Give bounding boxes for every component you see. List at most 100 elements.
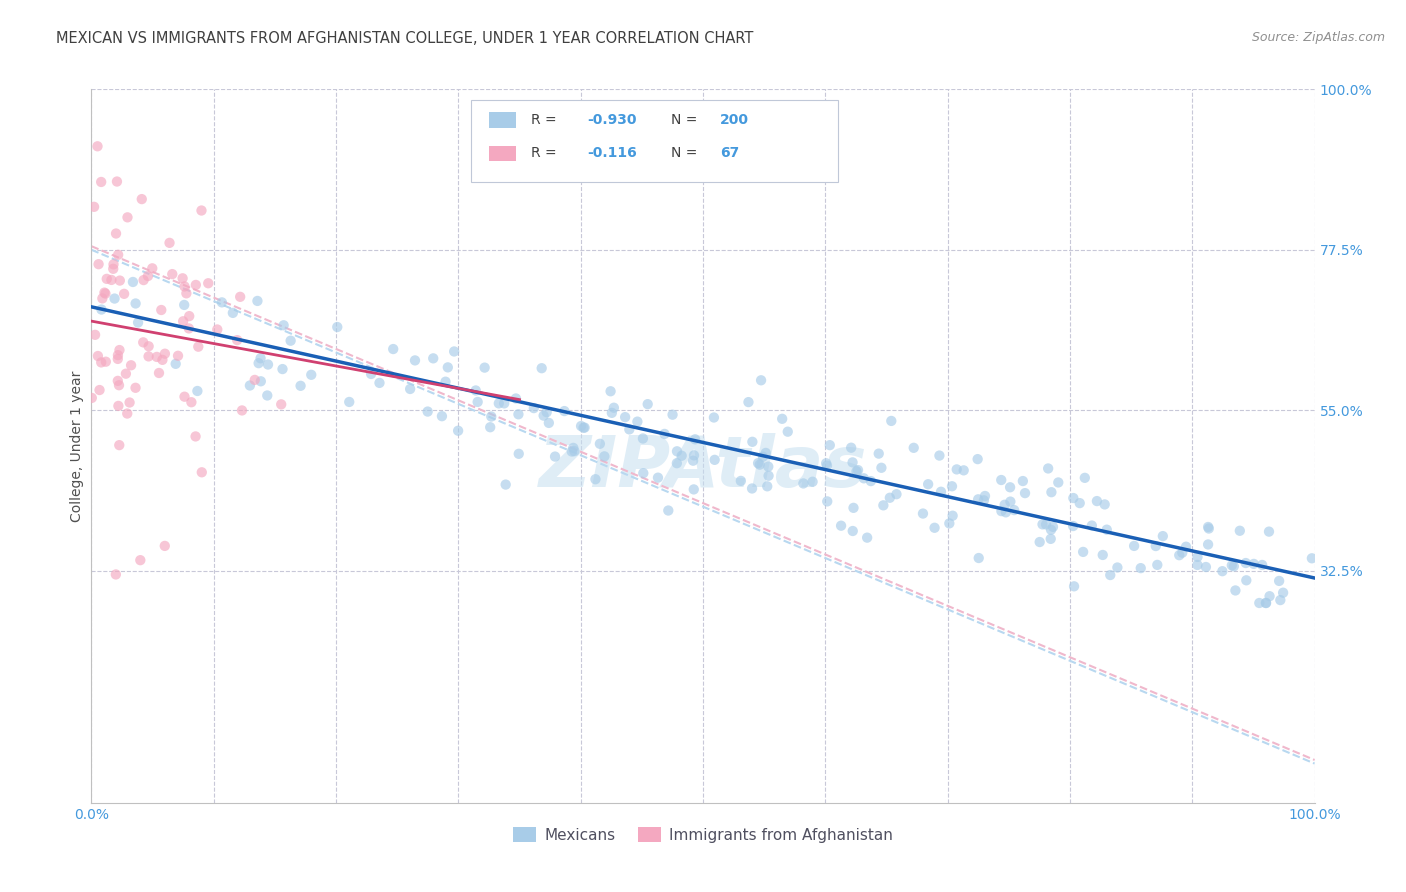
Point (1168, 548, 1191, 562)
Point (172, 271, 194, 285)
Point (564, 444, 586, 458)
Point (903, 441, 925, 455)
Text: Source: ZipAtlas.com: Source: ZipAtlas.com (1251, 31, 1385, 45)
Point (89, 383, 111, 397)
Point (153, 347, 176, 361)
Point (165, 357, 187, 371)
Point (683, 433, 706, 447)
Point (1272, 585, 1295, 599)
Point (671, 449, 693, 463)
Point (1175, 540, 1198, 554)
Point (467, 395, 489, 409)
Point (830, 518, 852, 533)
Point (1251, 558, 1274, 572)
Point (792, 476, 814, 491)
Point (103, 292, 125, 306)
Point (1081, 518, 1104, 533)
Point (1040, 485, 1063, 500)
Point (872, 499, 894, 513)
Point (1146, 558, 1168, 572)
Point (536, 405, 558, 419)
Point (846, 463, 869, 477)
Point (437, 360, 460, 375)
Point (537, 416, 560, 430)
Point (87, 257, 110, 271)
Point (1071, 545, 1094, 559)
Point (1014, 486, 1036, 500)
Point (231, 403, 253, 417)
Point (631, 432, 654, 446)
Point (562, 441, 585, 455)
Point (191, 465, 214, 479)
Point (250, 374, 273, 388)
Point (108, 343, 131, 357)
Text: N =: N = (671, 146, 706, 161)
Point (682, 483, 704, 497)
Point (107, 248, 129, 262)
Point (585, 472, 607, 486)
Point (756, 479, 779, 493)
Point (703, 410, 725, 425)
Point (647, 471, 669, 485)
Point (752, 450, 775, 464)
Point (1171, 546, 1194, 560)
Point (952, 463, 974, 477)
Point (479, 409, 502, 424)
Point (447, 424, 470, 438)
Point (815, 458, 838, 473)
Point (945, 462, 967, 476)
Point (1223, 559, 1246, 574)
Point (326, 320, 349, 334)
Point (172, 314, 194, 328)
Point (880, 414, 903, 428)
Point (589, 437, 612, 451)
Point (103, 257, 125, 271)
Point (703, 453, 725, 467)
Point (207, 322, 229, 336)
Point (132, 335, 155, 350)
Point (290, 379, 312, 393)
Point (661, 408, 683, 422)
Point (464, 384, 486, 398)
Point (1197, 520, 1219, 534)
Point (1039, 532, 1062, 546)
Point (1225, 583, 1247, 598)
Point (974, 489, 997, 503)
Point (839, 441, 862, 455)
Point (273, 318, 295, 333)
Point (150, 303, 173, 318)
Point (91, 292, 114, 306)
Point (600, 406, 623, 420)
Point (842, 500, 865, 515)
Point (494, 396, 516, 410)
Point (818, 438, 841, 452)
Point (1152, 529, 1174, 543)
Point (103, 261, 125, 276)
Point (1301, 551, 1323, 566)
Text: -0.930: -0.930 (586, 113, 637, 127)
Point (246, 293, 269, 308)
Point (197, 277, 219, 291)
Point (1000, 494, 1022, 508)
Point (222, 306, 245, 320)
Point (1031, 517, 1053, 532)
Point (929, 484, 952, 499)
Point (211, 295, 233, 310)
Point (382, 342, 405, 356)
Text: 200: 200 (720, 113, 749, 127)
Point (1091, 548, 1114, 562)
Point (569, 419, 592, 434)
Point (682, 453, 704, 467)
Point (249, 351, 271, 366)
Y-axis label: College, Under 1 year: College, Under 1 year (70, 370, 84, 522)
Point (870, 460, 893, 475)
Point (599, 384, 621, 399)
Point (1063, 579, 1085, 593)
Point (173, 298, 195, 312)
Point (1198, 522, 1220, 536)
Point (226, 333, 249, 347)
Point (96, 272, 118, 286)
Point (404, 353, 426, 368)
Point (758, 468, 780, 483)
Point (756, 459, 779, 474)
